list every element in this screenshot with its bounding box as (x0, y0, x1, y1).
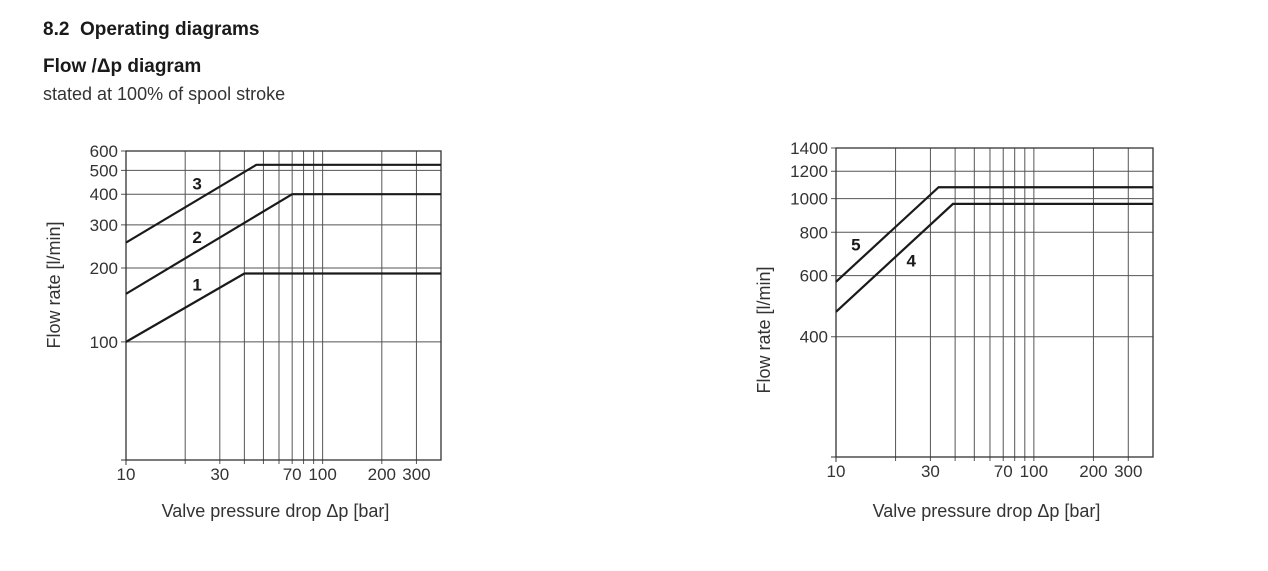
y-tick-label: 600 (800, 267, 828, 286)
y-tick-label: 1000 (790, 190, 828, 209)
x-tick-label: 200 (368, 465, 396, 484)
x-tick-label: 100 (308, 465, 336, 484)
y-tick-label: 300 (90, 216, 118, 235)
x-tick-label: 30 (921, 462, 940, 481)
y-axis-label: Flow rate [l/min] (44, 221, 64, 348)
series-label-5: 5 (851, 236, 860, 255)
section-title: Operating diagrams (79, 19, 260, 40)
y-axis-label: Flow rate [l/min] (754, 266, 774, 393)
x-tick-label: 300 (402, 465, 430, 484)
y-tick-label: 1400 (790, 139, 828, 158)
y-tick-label: 400 (800, 328, 828, 347)
x-tick-label: 300 (1114, 462, 1142, 481)
plot-frame (125, 150, 442, 461)
series-label-3: 3 (192, 175, 201, 194)
series-line-4 (835, 202, 1153, 313)
y-tick-label: 600 (90, 142, 118, 161)
diagram-subtitle: stated at 100% of spool stroke (43, 84, 286, 104)
y-tick-label: 1200 (790, 162, 828, 181)
x-tick-label: 10 (117, 465, 136, 484)
y-tick-label: 200 (90, 259, 118, 278)
x-axis-label: Valve pressure drop Δp [bar] (873, 501, 1101, 521)
plot-frame (835, 147, 1154, 458)
x-tick-label: 100 (1020, 462, 1048, 481)
x-tick-label: 70 (994, 462, 1013, 481)
section-number: 8.2 (43, 19, 70, 40)
series-label-1: 1 (192, 276, 201, 295)
diagram-title: Flow /Δp diagram (43, 56, 202, 77)
x-tick-label: 30 (210, 465, 229, 484)
x-tick-label: 200 (1079, 462, 1107, 481)
series-label-2: 2 (192, 228, 201, 247)
x-tick-label: 10 (827, 462, 846, 481)
y-tick-label: 100 (90, 333, 118, 352)
y-tick-label: 800 (800, 223, 828, 242)
series-line-5 (835, 186, 1153, 283)
x-tick-label: 70 (283, 465, 302, 484)
series-line-3 (125, 163, 441, 244)
x-axis-label: Valve pressure drop Δp [bar] (162, 501, 390, 521)
y-tick-label: 500 (90, 161, 118, 180)
series-label-4: 4 (906, 251, 916, 270)
series-line-2 (125, 193, 441, 295)
series-line-1 (125, 272, 441, 343)
chart-2: 400 600 800 1000 1200 1400 10 30 70 100 200 300 Valv… (754, 139, 1154, 521)
section-heading: 8.2 Operating diagrams (43, 19, 259, 41)
y-tick-label: 400 (90, 185, 118, 204)
